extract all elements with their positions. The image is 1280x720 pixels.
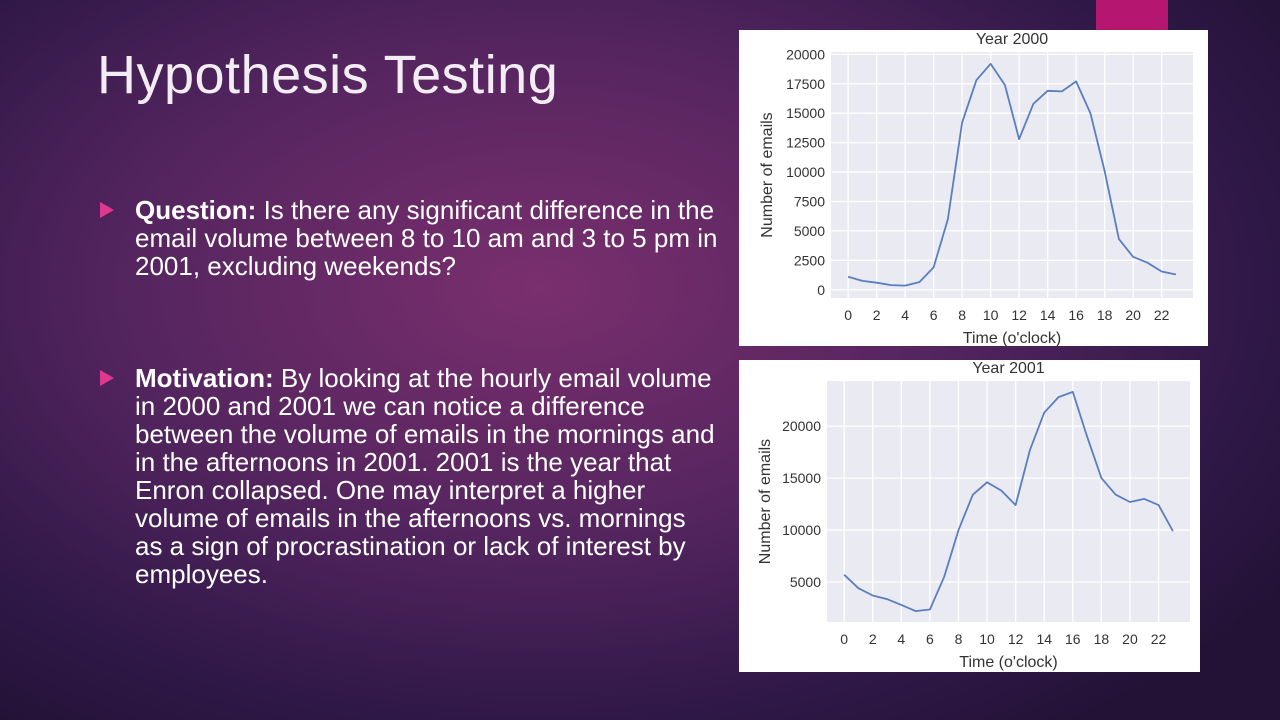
x-tick-label: 12 xyxy=(1011,307,1027,323)
x-tick-label: 20 xyxy=(1122,631,1138,647)
x-tick-label: 8 xyxy=(958,307,966,323)
slide-title: Hypothesis Testing xyxy=(97,45,559,105)
y-tick-label: 20000 xyxy=(786,46,825,62)
bullet-motivation: Motivation: By looking at the hourly ema… xyxy=(100,364,720,588)
chart-title: Year 2001 xyxy=(972,360,1044,377)
bullet-text: Question: Is there any significant diffe… xyxy=(135,196,720,280)
x-tick-label: 6 xyxy=(930,307,938,323)
chart-year-2000: 0 2 4 6 8 10 12 14 16 18 20 22 0 2500 5000 7500 10000 125… xyxy=(739,30,1208,346)
x-tick-label: 16 xyxy=(1065,631,1081,647)
x-tick-label: 18 xyxy=(1097,307,1113,323)
x-tick-label: 0 xyxy=(840,631,848,647)
bullet-arrow-icon xyxy=(100,202,114,218)
y-tick-label: 15000 xyxy=(786,105,825,121)
y-tick-label: 5000 xyxy=(790,574,821,590)
x-tick-label: 22 xyxy=(1154,307,1170,323)
series-line xyxy=(847,62,1177,287)
y-tick-label: 7500 xyxy=(794,193,825,209)
x-tick-label: 10 xyxy=(979,631,995,647)
x-tick-label: 22 xyxy=(1151,631,1167,647)
x-tick-label: 18 xyxy=(1094,631,1110,647)
x-tick-label: 12 xyxy=(1008,631,1024,647)
y-tick-label: 2500 xyxy=(794,252,825,268)
x-tick-label: 6 xyxy=(926,631,934,647)
x-tick-label: 4 xyxy=(897,631,905,647)
y-tick-label: 17500 xyxy=(786,76,825,92)
bullet-label: Motivation: xyxy=(135,363,274,393)
chart-2000-svg: 0 2 4 6 8 10 12 14 16 18 20 22 0 2500 5000 7500 10000 125… xyxy=(759,31,1193,346)
chart-2001-svg: 0 2 4 6 8 10 12 14 16 18 20 22 5000 10000 15000 20000 Ye… xyxy=(757,360,1190,671)
x-tick-label: 16 xyxy=(1068,307,1084,323)
x-tick-label: 4 xyxy=(901,307,909,323)
y-axis-label: Number of emails xyxy=(757,439,774,564)
bullet-question: Question: Is there any significant diffe… xyxy=(100,196,720,280)
y-tick-label: 20000 xyxy=(782,418,821,434)
accent-bar xyxy=(1096,0,1168,30)
x-tick-label: 20 xyxy=(1125,307,1141,323)
bullet-body: Is there any significant difference in t… xyxy=(135,195,718,281)
y-tick-label: 15000 xyxy=(782,470,821,486)
x-tick-label: 14 xyxy=(1036,631,1052,647)
chart-year-2001: 0 2 4 6 8 10 12 14 16 18 20 22 5000 10000 15000 20000 Ye… xyxy=(739,360,1200,672)
y-tick-label: 0 xyxy=(817,282,825,298)
y-tick-label: 12500 xyxy=(786,135,825,151)
x-axis-label: Time (o'clock) xyxy=(959,654,1057,671)
x-tick-label: 0 xyxy=(844,307,852,323)
x-axis-label: Time (o'clock) xyxy=(963,330,1061,346)
y-tick-label: 10000 xyxy=(782,522,821,538)
bullet-body: By looking at the hourly email volume in… xyxy=(135,363,715,589)
plot-background xyxy=(831,52,1193,298)
bullet-label: Question: xyxy=(135,195,257,225)
x-tick-label: 2 xyxy=(869,631,877,647)
bullet-text: Motivation: By looking at the hourly ema… xyxy=(135,364,720,588)
y-tick-label: 5000 xyxy=(794,223,825,239)
y-axis-label: Number of emails xyxy=(759,112,776,237)
x-tick-label: 2 xyxy=(873,307,881,323)
x-tick-label: 8 xyxy=(955,631,963,647)
bullet-arrow-icon xyxy=(100,370,114,386)
chart-title: Year 2000 xyxy=(976,31,1048,48)
y-tick-label: 10000 xyxy=(786,164,825,180)
x-tick-label: 14 xyxy=(1040,307,1056,323)
x-tick-label: 10 xyxy=(983,307,999,323)
series-line xyxy=(843,390,1174,613)
